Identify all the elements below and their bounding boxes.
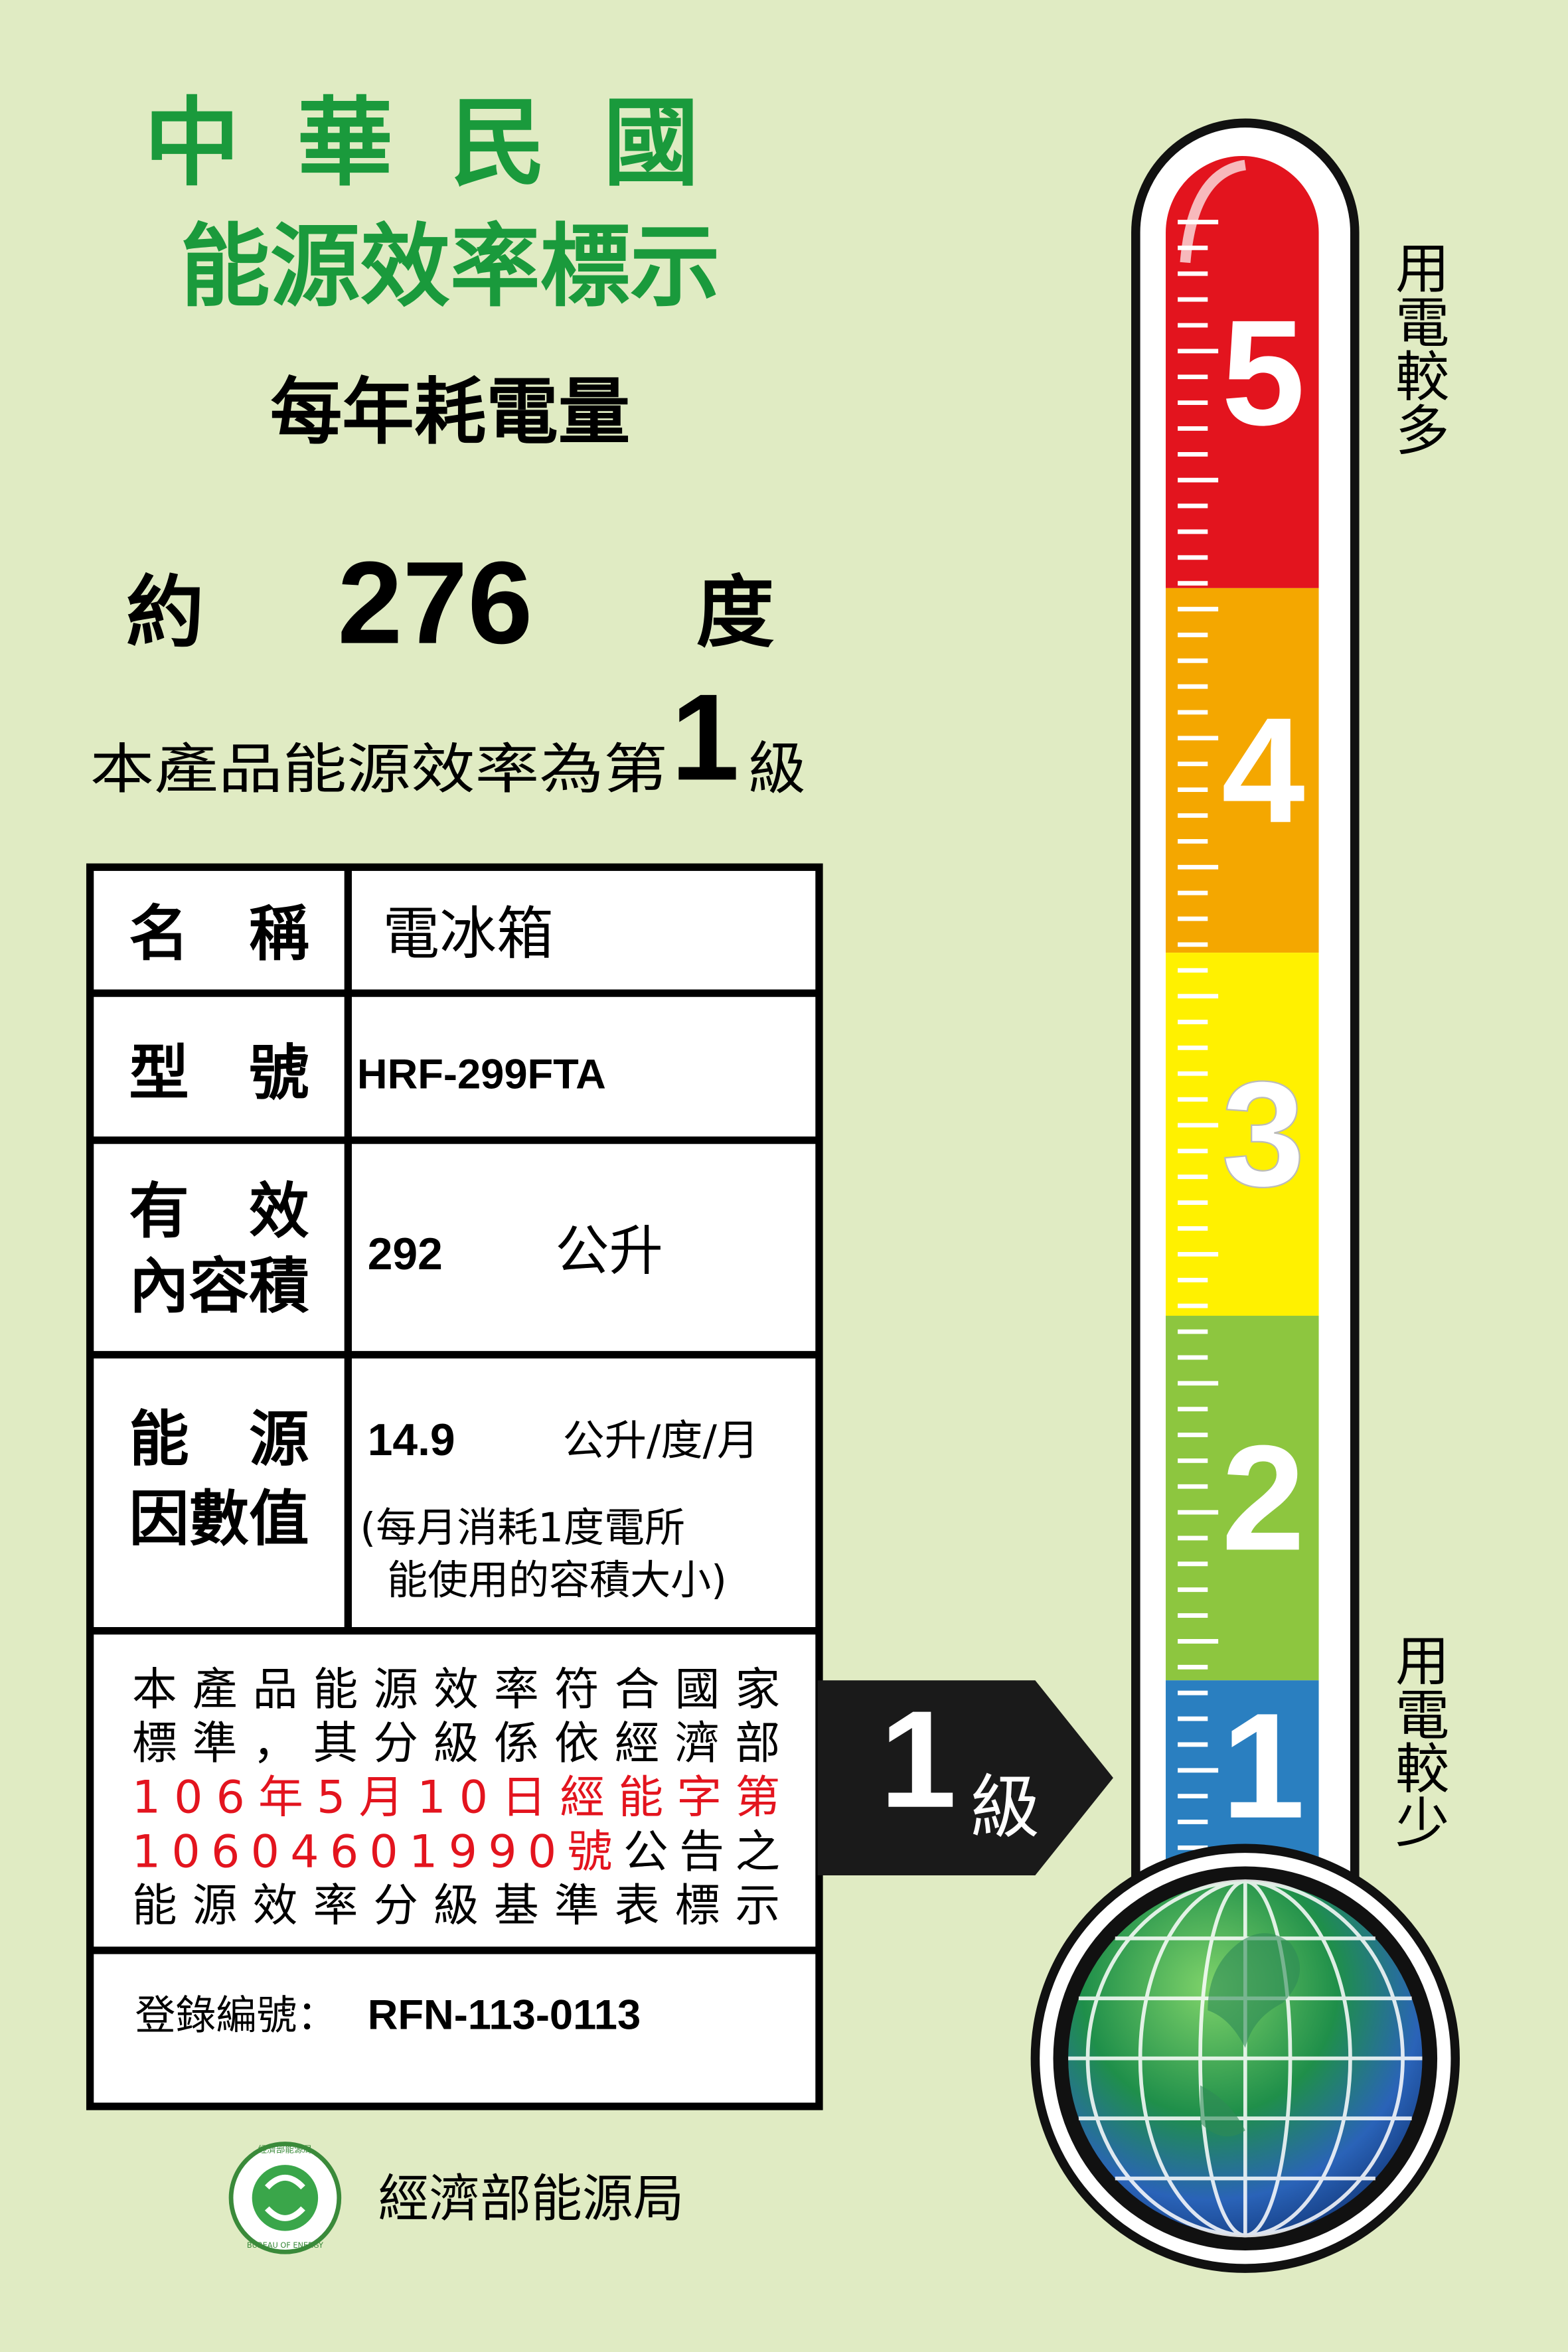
- level-number: 3: [1221, 1050, 1305, 1217]
- notice-line: 10604601990號 公告之: [132, 1825, 780, 1877]
- row-label: 因數值: [129, 1484, 309, 1554]
- unit: 度: [696, 567, 775, 658]
- row-value: 電冰箱: [382, 901, 554, 967]
- grade-suffix: 級: [749, 736, 806, 802]
- consumption-value: 276: [337, 538, 532, 668]
- logo-text: 經濟部能源局: [258, 2145, 312, 2156]
- logo-swirl: [264, 2175, 305, 2221]
- side-label: 用電較多: [1386, 240, 1449, 456]
- level-number: 2: [1221, 1413, 1305, 1581]
- content: 中華民國 能源效率標示 每年耗電量 約 276 度 本產品能源效率為第 1 級 …: [86, 88, 1449, 2254]
- level-number: 5: [1221, 288, 1305, 456]
- title: 能源效率標示: [180, 214, 720, 319]
- subtitle: 每年耗電量: [270, 370, 630, 454]
- note: (每月消耗1度電所: [360, 1504, 685, 1551]
- globe-grid: [1068, 1879, 1423, 2238]
- agency: 經濟部能源局: [378, 2170, 684, 2229]
- notice-line: 本產品能源效率符合國家: [132, 1663, 780, 1715]
- row-value: 292: [368, 1229, 443, 1279]
- info-table: [86, 863, 823, 2110]
- grade: 1: [671, 668, 740, 806]
- notice-black: 公告之: [623, 1825, 780, 1877]
- registration-label: 登錄編號：: [135, 1992, 337, 2039]
- row-unit: 公升/度/月: [563, 1416, 759, 1465]
- level-number: 4: [1221, 686, 1305, 854]
- row-label: 型 號: [129, 1039, 309, 1109]
- title: 中華民國: [144, 88, 756, 200]
- note: 能使用的容積大小): [387, 1557, 727, 1604]
- notice-line: 能源效率分級基準表標示: [132, 1879, 780, 1931]
- side-label: 用電較少: [1386, 1632, 1449, 1848]
- prefix: 約: [126, 567, 204, 658]
- row-label: 內容積: [129, 1252, 309, 1322]
- row-value: 14.9: [368, 1415, 455, 1465]
- logo-text-en: BUREAU OF ENERGY: [247, 2241, 323, 2250]
- table-lines: [90, 867, 819, 1954]
- row-value: HRF-299FTA: [357, 1051, 606, 1097]
- row-label: 能 源: [129, 1405, 309, 1474]
- highlight: [1180, 159, 1247, 264]
- registration-value: RFN-113-0113: [368, 1992, 641, 2038]
- logo-core: [252, 2165, 319, 2231]
- level-number: 1: [1221, 1682, 1305, 1849]
- landmass: [1200, 1933, 1300, 2137]
- level-band: [1166, 1316, 1319, 1681]
- grade-arrow: [817, 1680, 1113, 1875]
- notice-red: 10604601990號: [132, 1825, 613, 1877]
- row-unit: 公升: [555, 1219, 663, 1283]
- arrow-grade: 1: [880, 1683, 957, 1837]
- notice-line: 標準，其分級係依經濟部: [132, 1717, 780, 1769]
- grade-statement: 本產品能源效率為第: [90, 738, 668, 801]
- arrow-suffix: 級: [971, 1767, 1040, 1847]
- row-label: 名 稱: [129, 899, 309, 969]
- row-label: 有 效: [129, 1177, 309, 1247]
